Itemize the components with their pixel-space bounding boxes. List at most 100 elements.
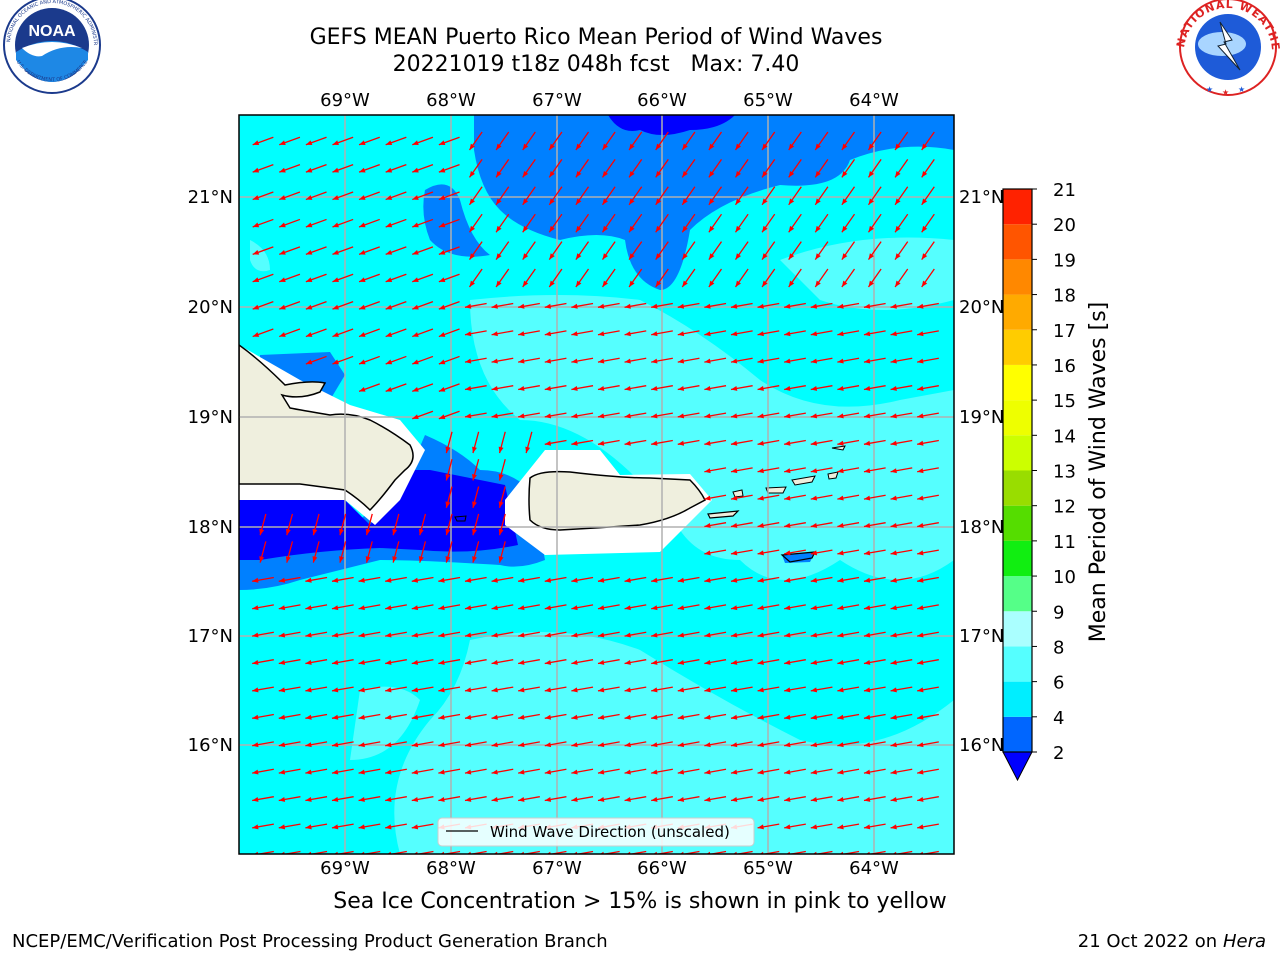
wind-arrow [278,686,301,693]
wind-arrow [867,241,882,260]
wind-arrow [358,383,380,392]
wind-arrow [677,439,700,446]
wind-arrow [784,796,806,802]
wind-arrow [624,385,647,391]
wind-arrow [385,713,407,720]
wind-arrow [837,796,860,802]
wind-arrow [385,741,407,748]
wind-arrow [784,686,806,693]
wind-arrow [837,522,860,528]
wind-arrow [491,357,514,364]
wind-arrow [305,823,328,830]
wind-arrow [784,494,806,501]
wind-arrow [784,522,806,528]
wind-arrow [734,241,749,260]
colorbar-tick-label: 13 [1053,462,1076,483]
wind-arrow [730,713,753,720]
wind-arrow [890,713,913,720]
wind-arrow [624,412,647,419]
wind-arrow [358,301,380,310]
colorbar-tick-label: 19 [1053,250,1076,271]
svg-text:NATIONAL WEATHER SERVICE: NATIONAL WEATHER SERVICE [0,0,1280,52]
wind-arrow [784,631,806,638]
lat-label-right: 21°N [959,187,1004,208]
wind-arrow [734,186,749,206]
wind-arrow [472,431,480,454]
wind-arrow [655,131,669,151]
wind-arrow [917,385,939,391]
wind-arrow [472,486,480,508]
wind-arrow [571,576,594,583]
wind-arrow [331,796,354,802]
wind-arrow [651,659,673,665]
wind-arrow [894,213,909,233]
wind-arrow [491,631,514,638]
wind-arrow [464,330,487,337]
wind-arrow [917,412,939,419]
wind-arrow [921,131,935,151]
wind-arrow [597,330,620,337]
wind-arrow [784,439,806,446]
lon-label-bottom: 64°W [849,858,899,879]
lat-label-left: 21°N [188,187,233,208]
wind-arrow [518,385,540,391]
colorbar-segment [1003,681,1032,717]
pale-zone-4 [350,686,420,760]
wind-arrow [761,268,776,288]
wind-arrow [837,549,860,556]
wind-arrow [917,439,939,446]
wind-arrow [841,131,856,151]
wind-arrow [651,412,673,419]
wind-arrow [810,412,833,419]
wind-arrow [917,467,939,474]
wind-arrow [358,246,380,255]
legend-label: Wind Wave Direction (unscaled) [490,823,730,841]
wind-arrow [730,330,753,337]
wind-arrow [571,686,594,693]
wind-arrow [757,522,780,528]
wind-arrow [730,796,753,802]
culebra-land [732,489,744,498]
wind-arrow [784,823,806,830]
wind-arrow [252,301,274,310]
wind-arrow [917,357,939,364]
wind-arrow [498,486,506,508]
wind-arrow [788,186,802,206]
wind-arrow [305,301,327,310]
wind-arrow [331,604,354,611]
wind-arrow [917,522,939,528]
wind-arrow [651,302,673,309]
wind-arrow [411,713,434,720]
wind-arrow [518,357,540,364]
wind-arrow [810,713,833,720]
wind-arrow [358,136,380,146]
wind-arrow [890,631,913,638]
wind-arrow [890,467,913,474]
lon-label-top: 69°W [320,90,370,111]
wind-arrow [730,467,753,474]
wind-arrow [358,823,381,830]
wind-arrow [571,385,594,391]
wind-arrow [810,686,833,693]
wind-arrow [655,213,669,233]
wind-arrow [358,273,380,283]
wind-arrow [331,686,354,693]
wind-arrow [814,268,829,288]
wind-arrow [837,604,860,611]
wind-arrow [252,191,274,201]
wind-arrow [548,241,563,260]
wind-arrow [677,741,700,748]
wind-arrow [837,385,860,391]
wind-arrow [279,246,301,255]
wind-arrow [385,604,407,611]
wind-arrow [810,302,833,309]
wind-arrow [385,218,407,228]
wind-arrow [597,576,620,583]
lon-label-top: 68°W [426,90,476,111]
wind-arrow [358,741,381,748]
noaa-logo-icon: NOAA NATIONAL OCEANIC AND ATMOSPHERIC AD… [0,0,101,94]
lon-label-top: 67°W [532,90,582,111]
wind-arrow [438,659,461,665]
wind-arrow [814,186,829,206]
lat-label-left: 18°N [188,517,233,538]
